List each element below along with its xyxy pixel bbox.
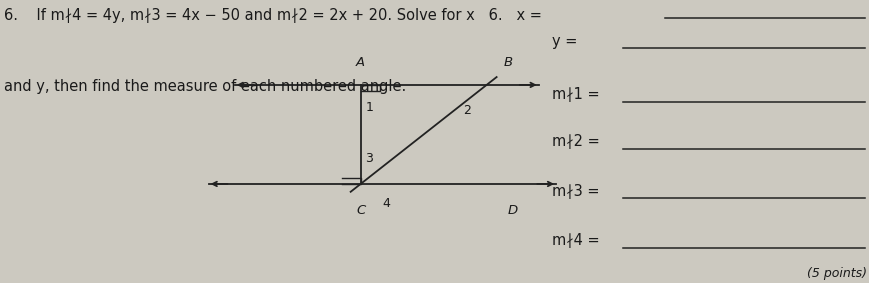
Text: D: D — [507, 204, 518, 217]
Text: A: A — [356, 56, 365, 69]
Text: C: C — [356, 204, 365, 217]
Text: B: B — [504, 56, 513, 69]
Text: 4: 4 — [382, 197, 391, 210]
Text: m∤2 =: m∤2 = — [552, 134, 600, 149]
Text: m∤4 =: m∤4 = — [552, 233, 600, 248]
Text: 6.    If m∤4 = 4y, m∤3 = 4x − 50 and m∤2 = 2x + 20. Solve for x   6.   x =: 6. If m∤4 = 4y, m∤3 = 4x − 50 and m∤2 = … — [4, 8, 542, 23]
Text: m∤3 =: m∤3 = — [552, 183, 600, 199]
Text: 1: 1 — [365, 101, 374, 114]
Text: m∤1 =: m∤1 = — [552, 87, 600, 102]
Text: (5 points): (5 points) — [807, 267, 867, 280]
Text: y =: y = — [552, 33, 577, 49]
Text: 2: 2 — [463, 104, 472, 117]
Text: 3: 3 — [365, 152, 374, 165]
Text: and y, then find the measure of each numbered angle.: and y, then find the measure of each num… — [4, 79, 407, 94]
